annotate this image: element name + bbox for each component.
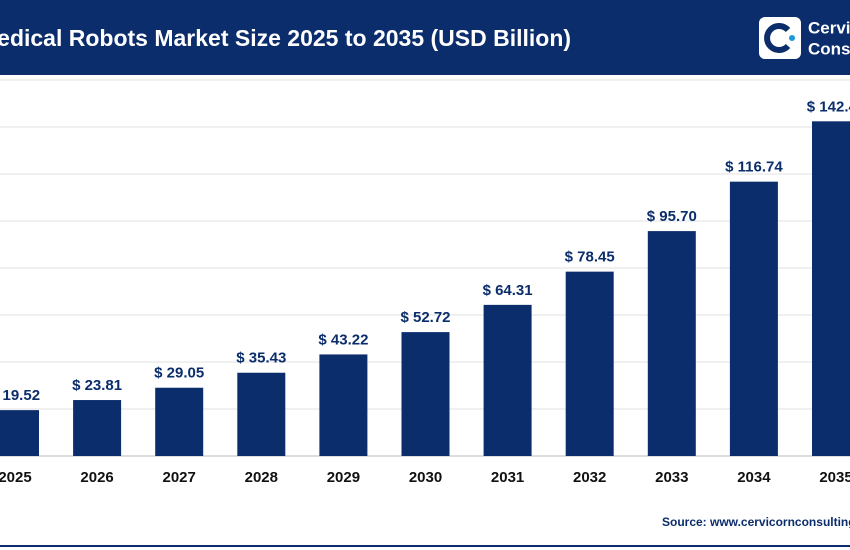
bar (647, 231, 696, 456)
x-tick-label: 2027 (163, 469, 196, 486)
logo-mark (764, 23, 791, 53)
x-tick-label: 2025 (0, 469, 32, 486)
bar (0, 410, 39, 456)
bar (237, 372, 286, 456)
value-label: $ 19.52 (0, 387, 40, 404)
source: Source: www.cervicornconsulting.com (662, 515, 850, 529)
logo-dot (789, 35, 795, 41)
bar (565, 271, 614, 456)
value-label: $ 64.31 (483, 282, 533, 299)
x-tick-label: 2026 (80, 469, 113, 486)
x-tick-label: 2031 (491, 469, 524, 486)
x-tick-label: 2030 (409, 469, 442, 486)
value-label: $ 23.81 (72, 377, 122, 394)
value-label: $ 52.72 (400, 309, 450, 326)
x-tick-label: 2032 (573, 469, 606, 486)
bar (812, 121, 850, 457)
chart-title: Medical Robots Market Size 2025 to 2035 … (0, 25, 571, 51)
bar (401, 332, 450, 456)
value-label: $ 95.70 (647, 208, 697, 225)
x-tick-label: 2029 (327, 469, 360, 486)
logo-text: Cervicorn (808, 18, 850, 37)
x-tick-label: 2034 (737, 469, 771, 486)
bar (483, 304, 532, 456)
x-tick-label: 2035 (819, 469, 850, 486)
value-label: $ 43.22 (318, 331, 368, 348)
value-label: $ 78.45 (565, 249, 615, 266)
value-label: $ 142.42 (807, 98, 850, 115)
value-label: $ 35.43 (236, 350, 286, 367)
bar (155, 387, 204, 456)
header-bar (0, 0, 850, 75)
x-tick-label: 2033 (655, 469, 688, 486)
logo: Cervicorn Consulting (759, 17, 850, 59)
bar (319, 354, 368, 456)
logo-text: Consulting (808, 39, 850, 58)
value-label: $ 116.74 (725, 159, 783, 176)
value-label: $ 29.05 (154, 365, 204, 382)
bar (729, 181, 778, 456)
bar (73, 400, 122, 456)
x-tick-label: 2028 (245, 469, 278, 486)
